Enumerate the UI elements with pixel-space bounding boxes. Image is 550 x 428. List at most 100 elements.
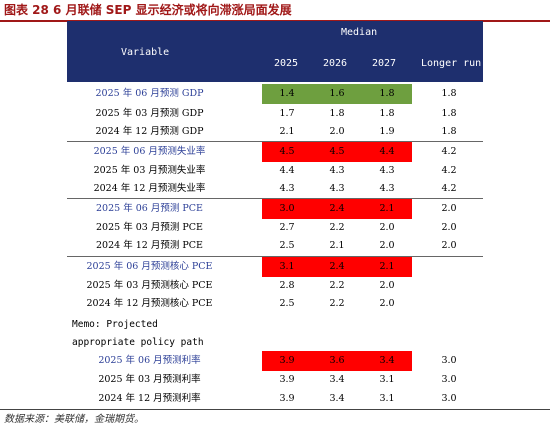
value-2025: 1.7	[279, 108, 295, 119]
value-longer-run: 1.8	[441, 108, 457, 119]
value-longer-run: 2.0	[441, 222, 457, 233]
row-label: 2025 年 03 月预测利率	[98, 374, 201, 385]
value-2026: 1.6	[312, 84, 362, 104]
row-label: 2025 年 06 月预测利率	[98, 355, 201, 366]
row-label: 2024 年 12 月预测核心 PCE	[86, 298, 213, 309]
value-longer-run: 1.8	[441, 126, 457, 137]
table-row: 2024 年 12 月预测失业率 4.3 4.3 4.3 4.2	[67, 179, 483, 199]
header-longer-run: Longer run	[421, 58, 482, 69]
value-longer-run: 4.2	[441, 146, 457, 157]
table-row: 2025 年 03 月预测 PCE 2.7 2.2 2.0 2.0	[67, 218, 483, 238]
value-2027: 2.0	[379, 280, 395, 291]
row-label: 2024 年 12 月预测 GDP	[95, 126, 204, 137]
value-2025: 3.9	[279, 393, 295, 404]
value-2025: 4.4	[279, 165, 295, 176]
table-row: 2025 年 06 月预测 GDP 1.4 1.6 1.8 1.8	[67, 84, 483, 104]
table-row: 2025 年 06 月预测失业率 4.5 4.5 4.4 4.2	[67, 142, 483, 162]
value-2027: 2.1	[362, 257, 412, 277]
value-2027: 2.0	[379, 298, 395, 309]
value-2026: 2.4	[312, 199, 362, 219]
value-longer-run: 2.0	[441, 203, 457, 214]
value-2027: 1.8	[362, 84, 412, 104]
value-longer-run: 2.0	[441, 240, 457, 251]
table-bottom-rule	[0, 409, 550, 410]
row-label: 2025 年 03 月预测核心 PCE	[86, 280, 213, 291]
value-2025: 3.9	[262, 351, 312, 371]
value-2025: 4.3	[279, 183, 295, 194]
value-2025: 2.5	[279, 298, 295, 309]
table-row: 2024 年 12 月预测 PCE 2.5 2.1 2.0 2.0	[67, 236, 483, 256]
value-2026: 2.0	[329, 126, 345, 137]
memo-line-1: Memo: Projected	[72, 319, 158, 330]
value-2027: 1.9	[379, 126, 395, 137]
value-longer-run	[424, 257, 474, 277]
table-header: Median Variable 2025 2026 2027 Longer ru…	[67, 21, 483, 82]
value-2027: 3.1	[379, 374, 395, 385]
group-divider	[67, 141, 483, 142]
group-divider	[67, 198, 483, 199]
value-2027: 3.4	[362, 351, 412, 371]
data-source-note: 数据来源：美联储，金瑞期货。	[4, 414, 144, 425]
row-label: 2025 年 03 月预测 GDP	[95, 108, 204, 119]
table-row: 2024 年 12 月预测核心 PCE 2.5 2.2 2.0	[67, 294, 483, 314]
value-2025: 4.5	[262, 142, 312, 162]
value-longer-run: 4.2	[441, 183, 457, 194]
row-label: 2025 年 03 月预测失业率	[93, 165, 206, 176]
value-2026: 4.3	[329, 165, 345, 176]
value-2025: 1.4	[262, 84, 312, 104]
row-label: 2025 年 03 月预测 PCE	[96, 222, 203, 233]
value-2026: 2.1	[329, 240, 345, 251]
value-2025: 2.7	[279, 222, 295, 233]
value-2025: 2.1	[279, 126, 295, 137]
header-2025: 2025	[274, 58, 299, 69]
value-2026: 4.3	[329, 183, 345, 194]
value-2027: 4.3	[379, 183, 395, 194]
value-longer-run: 1.8	[441, 88, 457, 99]
header-2027: 2027	[372, 58, 397, 69]
header-2026: 2026	[323, 58, 348, 69]
value-2027: 4.3	[379, 165, 395, 176]
value-2026: 1.8	[329, 108, 345, 119]
value-2027: 3.1	[379, 393, 395, 404]
row-label: 2024 年 12 月预测失业率	[93, 183, 206, 194]
table-row: 2025 年 06 月预测核心 PCE 3.1 2.4 2.1	[67, 257, 483, 277]
table-row: 2025 年 03 月预测失业率 4.4 4.3 4.3 4.2	[67, 161, 483, 181]
row-label: 2024 年 12 月预测利率	[98, 393, 201, 404]
value-2026: 2.2	[329, 222, 345, 233]
value-2027: 4.4	[362, 142, 412, 162]
value-2025: 2.5	[279, 240, 295, 251]
value-2025: 3.1	[262, 257, 312, 277]
value-longer-run	[424, 276, 474, 296]
table-row: 2024 年 12 月预测利率 3.9 3.4 3.1 3.0	[67, 389, 483, 409]
value-2027: 1.8	[379, 108, 395, 119]
row-label: 2025 年 06 月预测 GDP	[95, 88, 204, 99]
header-median: Median	[341, 27, 378, 38]
value-2026: 4.5	[312, 142, 362, 162]
value-longer-run: 3.0	[441, 393, 457, 404]
table-row: 2025 年 03 月预测 GDP 1.7 1.8 1.8 1.8	[67, 104, 483, 124]
value-2027: 2.1	[362, 199, 412, 219]
value-2025: 3.9	[279, 374, 295, 385]
value-2025: 2.8	[279, 280, 295, 291]
header-variable: Variable	[121, 47, 170, 58]
table-row: 2024 年 12 月预测 GDP 2.1 2.0 1.9 1.8	[67, 122, 483, 142]
value-2026: 2.4	[312, 257, 362, 277]
value-2027: 2.0	[379, 240, 395, 251]
row-label: 2025 年 06 月预测 PCE	[96, 203, 203, 214]
value-2026: 2.2	[329, 298, 345, 309]
row-label: 2025 年 06 月预测失业率	[93, 146, 206, 157]
table-row: 2025 年 03 月预测核心 PCE 2.8 2.2 2.0	[67, 276, 483, 296]
row-label: 2025 年 06 月预测核心 PCE	[86, 261, 213, 272]
value-2026: 3.4	[329, 374, 345, 385]
table-row: 2025 年 06 月预测利率 3.9 3.6 3.4 3.0	[67, 351, 483, 371]
value-2026: 3.6	[312, 351, 362, 371]
value-2027: 2.0	[379, 222, 395, 233]
value-2026: 3.4	[329, 393, 345, 404]
table-row: 2025 年 06 月预测 PCE 3.0 2.4 2.1 2.0	[67, 199, 483, 219]
table-row: 2025 年 03 月预测利率 3.9 3.4 3.1 3.0	[67, 370, 483, 390]
value-longer-run: 3.0	[441, 355, 457, 366]
memo-line-2: appropriate policy path	[72, 337, 204, 348]
row-label: 2024 年 12 月预测 PCE	[96, 240, 203, 251]
group-divider	[67, 256, 483, 257]
value-longer-run: 4.2	[441, 165, 457, 176]
